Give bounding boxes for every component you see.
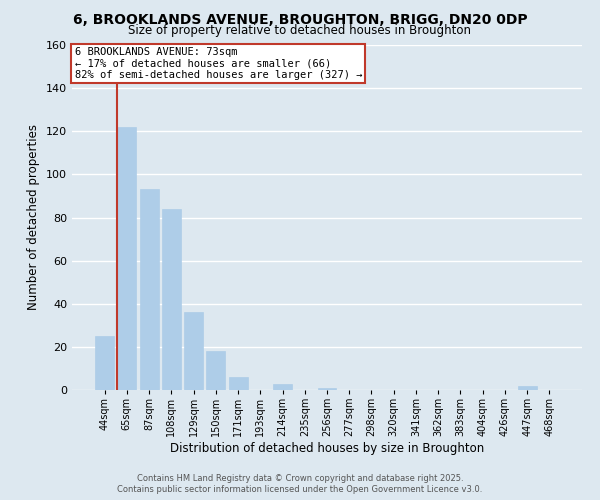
Text: 6 BROOKLANDS AVENUE: 73sqm
← 17% of detached houses are smaller (66)
82% of semi: 6 BROOKLANDS AVENUE: 73sqm ← 17% of deta…	[74, 46, 362, 80]
Bar	[162, 209, 181, 390]
Text: Size of property relative to detached houses in Broughton: Size of property relative to detached ho…	[128, 24, 472, 37]
Bar	[118, 127, 136, 390]
Bar	[273, 384, 292, 390]
Bar	[317, 388, 337, 390]
Y-axis label: Number of detached properties: Number of detached properties	[28, 124, 40, 310]
Bar	[518, 386, 536, 390]
X-axis label: Distribution of detached houses by size in Broughton: Distribution of detached houses by size …	[170, 442, 484, 455]
Text: 6, BROOKLANDS AVENUE, BROUGHTON, BRIGG, DN20 0DP: 6, BROOKLANDS AVENUE, BROUGHTON, BRIGG, …	[73, 12, 527, 26]
Bar	[184, 312, 203, 390]
Text: Contains HM Land Registry data © Crown copyright and database right 2025.
Contai: Contains HM Land Registry data © Crown c…	[118, 474, 482, 494]
Bar	[95, 336, 114, 390]
Bar	[206, 351, 225, 390]
Bar	[229, 377, 248, 390]
Bar	[140, 190, 158, 390]
